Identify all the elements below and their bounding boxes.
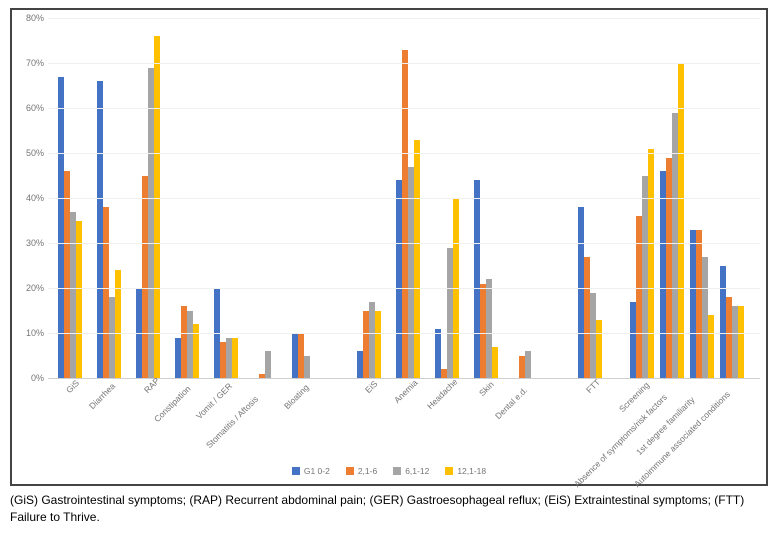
bar: [596, 320, 602, 379]
x-tick-label: Dental e.d.: [493, 385, 529, 421]
bar: [375, 311, 381, 379]
x-tick-label: Anemia: [392, 377, 419, 404]
x-tick-label: Diarrhea: [87, 381, 117, 411]
bar: [115, 270, 121, 378]
y-tick-label: 20%: [14, 283, 44, 293]
y-tick-label: 70%: [14, 58, 44, 68]
gridline: [48, 288, 760, 289]
x-tick-label: Vomit / GER: [194, 381, 234, 421]
y-tick-label: 50%: [14, 148, 44, 158]
x-tick-label: Skin: [477, 379, 496, 398]
x-axis-labels: GiSDiarrheaRAPConstipationVomit / GERSto…: [48, 380, 760, 440]
legend-swatch: [292, 467, 300, 475]
bar: [265, 351, 271, 378]
page: 0%10%20%30%40%50%60%70%80% GiSDiarrheaRA…: [0, 0, 778, 533]
x-tick-label: FTT: [584, 377, 602, 395]
x-tick-label: GiS: [64, 378, 81, 395]
gridline: [48, 18, 760, 19]
legend: G1 0-2 2,1-6 6,1-12 12,1-18: [12, 465, 766, 476]
bar: [678, 63, 684, 378]
gridline: [48, 333, 760, 334]
gridline: [48, 63, 760, 64]
legend-item: G1 0-2: [292, 465, 330, 476]
legend-item: 6,1-12: [393, 465, 429, 476]
legend-item: 12,1-18: [445, 465, 486, 476]
x-tick-label: Bloating: [282, 382, 311, 411]
bar: [525, 351, 531, 378]
chart-container: 0%10%20%30%40%50%60%70%80% GiSDiarrheaRA…: [10, 8, 768, 486]
legend-label: 6,1-12: [405, 466, 429, 476]
plot-area: 0%10%20%30%40%50%60%70%80%: [48, 18, 760, 378]
legend-item: 2,1-6: [346, 465, 377, 476]
bar: [76, 221, 82, 379]
bar: [304, 356, 310, 379]
x-tick-label: Constipation: [152, 384, 192, 424]
bar: [648, 149, 654, 379]
y-tick-label: 0%: [14, 373, 44, 383]
gridline: [48, 243, 760, 244]
bar: [154, 36, 160, 378]
bar: [738, 306, 744, 378]
bar: [414, 140, 420, 379]
legend-label: G1 0-2: [304, 466, 330, 476]
caption: (GiS) Gastrointestinal symptoms; (RAP) R…: [10, 492, 768, 526]
gridline: [48, 198, 760, 199]
x-tick-label: Headache: [425, 377, 459, 411]
bar: [492, 347, 498, 379]
gridline: [48, 153, 760, 154]
legend-swatch: [346, 467, 354, 475]
gridline: [48, 108, 760, 109]
y-tick-label: 30%: [14, 238, 44, 248]
y-tick-label: 10%: [14, 328, 44, 338]
legend-swatch: [393, 467, 401, 475]
x-tick-label: EiS: [363, 378, 379, 394]
legend-label: 12,1-18: [457, 466, 486, 476]
legend-label: 2,1-6: [358, 466, 377, 476]
y-tick-label: 60%: [14, 103, 44, 113]
bar: [232, 338, 238, 379]
y-tick-label: 40%: [14, 193, 44, 203]
caption-text: (GiS) Gastrointestinal symptoms; (RAP) R…: [10, 493, 744, 524]
bar: [708, 315, 714, 378]
y-tick-label: 80%: [14, 13, 44, 23]
legend-swatch: [445, 467, 453, 475]
